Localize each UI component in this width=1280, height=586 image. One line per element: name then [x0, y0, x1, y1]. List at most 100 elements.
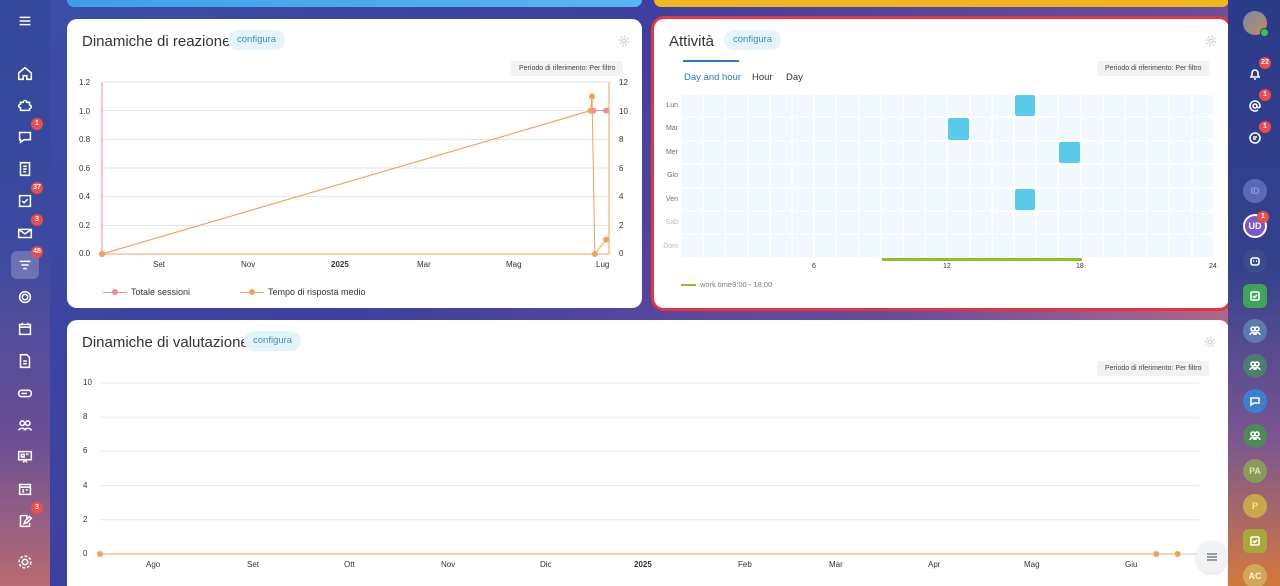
tab-day[interactable]: Day — [786, 72, 803, 83]
heatmap-cell — [1170, 235, 1191, 257]
calendar-icon[interactable] — [11, 315, 39, 343]
heatmap-cell — [1059, 165, 1080, 187]
x-tick: Ago — [146, 560, 161, 569]
day-label: Gio — [667, 172, 678, 179]
group-avatar-icon[interactable] — [1243, 319, 1267, 343]
x-tick: Nov — [241, 260, 256, 269]
heatmap-cell — [992, 235, 1013, 257]
bell-icon[interactable]: 22 — [1243, 57, 1271, 86]
legend-total-sessions[interactable]: Totale sessioni — [103, 287, 190, 297]
heatmap-cell — [770, 118, 791, 140]
legend-response-time[interactable]: Tempo di risposta medio — [240, 287, 366, 297]
heatmap-cell — [1103, 118, 1124, 140]
mail-icon[interactable]: 3 — [11, 214, 43, 247]
heatmap-cell — [726, 118, 747, 140]
x-tick: Set — [153, 260, 166, 269]
x-tick: Apr — [928, 560, 941, 569]
heatmap-cell — [1059, 235, 1080, 257]
settings-icon[interactable] — [11, 548, 39, 576]
day-label: Mar — [665, 125, 678, 132]
gear-icon[interactable] — [618, 34, 630, 47]
heatmap-cell — [926, 118, 947, 140]
gear-icon[interactable] — [1205, 34, 1217, 47]
heatmap-cell — [970, 141, 991, 164]
heatmap-cell — [970, 212, 991, 234]
y-tick: 0 — [619, 249, 624, 258]
target-icon[interactable] — [11, 283, 39, 311]
heatmap-cell — [726, 141, 747, 164]
schedule-icon[interactable] — [11, 475, 39, 503]
presentation-icon[interactable] — [11, 443, 39, 471]
at-badge: 1 — [1259, 89, 1271, 101]
legend-label: Totale sessioni — [131, 287, 191, 297]
chat-bubble-icon[interactable]: 1 — [1243, 121, 1271, 150]
puzzle-icon[interactable] — [11, 91, 39, 119]
gear-icon[interactable] — [1204, 335, 1216, 348]
heatmap-cell — [1081, 141, 1102, 164]
heatmap-cell — [704, 212, 725, 234]
y-tick: 6 — [83, 446, 88, 455]
at-sign-icon[interactable]: 1 — [1243, 89, 1271, 118]
task-check-icon[interactable]: 37 — [11, 182, 43, 215]
heatmap-cell — [992, 212, 1013, 234]
tab-hour[interactable]: Hour — [752, 72, 773, 83]
heatmap-cell — [1081, 212, 1102, 234]
heatmap-cell — [748, 188, 769, 210]
document-icon[interactable] — [11, 155, 39, 183]
people-icon[interactable] — [11, 411, 39, 439]
avatar-id[interactable]: ID — [1243, 179, 1267, 203]
heatmap-cell — [1126, 95, 1147, 117]
work-time-bar — [881, 258, 1082, 261]
heatmap-cell — [1170, 141, 1191, 164]
filter-icon[interactable]: 48 — [11, 246, 43, 279]
group-avatar-icon[interactable] — [1243, 354, 1267, 378]
menu-icon[interactable] — [11, 7, 39, 35]
heatmap-cell — [1015, 212, 1036, 234]
chat-icon[interactable]: 1 — [11, 118, 43, 151]
filter-badge: 48 — [31, 246, 43, 258]
avatar-pa[interactable]: PA — [1243, 459, 1267, 483]
y-tick: 4 — [83, 481, 88, 490]
configure-button[interactable]: configura — [724, 30, 782, 50]
home-icon[interactable] — [11, 59, 39, 87]
work-time-legend: work time9:00 - 18:00 — [681, 280, 772, 289]
list-menu-button[interactable] — [1196, 541, 1228, 573]
chat-group-icon[interactable] — [1243, 389, 1267, 413]
heatmap-cell — [1192, 165, 1213, 187]
avatar-p[interactable]: P — [1243, 494, 1267, 518]
avatar-ud[interactable]: UD 1 — [1243, 211, 1269, 238]
heatmap-cell — [1103, 188, 1124, 210]
avatar-ac[interactable]: AC — [1243, 564, 1267, 586]
configure-button[interactable]: configura — [244, 331, 302, 351]
heatmap-cell — [1103, 212, 1124, 234]
heatmap-cell — [1192, 141, 1213, 164]
heatmap-cell — [1015, 235, 1036, 257]
heatmap-cell — [992, 188, 1013, 210]
y-tick: 4 — [619, 192, 624, 201]
drive-icon[interactable] — [11, 379, 39, 407]
configure-button[interactable]: configura — [228, 30, 286, 50]
period-label: Periodo di riferimento: Per filtro — [1097, 61, 1210, 76]
heatmap-cell — [793, 118, 814, 140]
user-avatar[interactable] — [1243, 11, 1269, 37]
bot-avatar-icon[interactable] — [1243, 249, 1267, 273]
heatmap-cell — [926, 165, 947, 187]
x-tick: Dic — [540, 560, 552, 569]
heatmap-cell — [881, 188, 902, 210]
heatmap-cell — [859, 212, 880, 234]
heatmap-cell — [748, 212, 769, 234]
y-tick: 1.0 — [79, 107, 91, 116]
heatmap-cell — [815, 118, 836, 140]
x-tick: Mar — [829, 560, 843, 569]
heatmap-cell — [904, 188, 925, 210]
x-tick: 24 — [1209, 263, 1217, 270]
file-icon[interactable] — [11, 347, 39, 375]
group-avatar-icon[interactable] — [1243, 424, 1267, 448]
legend-swatch — [103, 288, 127, 295]
heatmap-cell-active — [1015, 188, 1036, 210]
heatmap-cell — [682, 141, 703, 164]
tab-day-and-hour[interactable]: Day and hour — [684, 72, 742, 83]
task-group-icon[interactable] — [1243, 529, 1267, 553]
task-group-icon[interactable] — [1243, 284, 1267, 308]
edit-icon[interactable]: 3 — [11, 502, 43, 535]
